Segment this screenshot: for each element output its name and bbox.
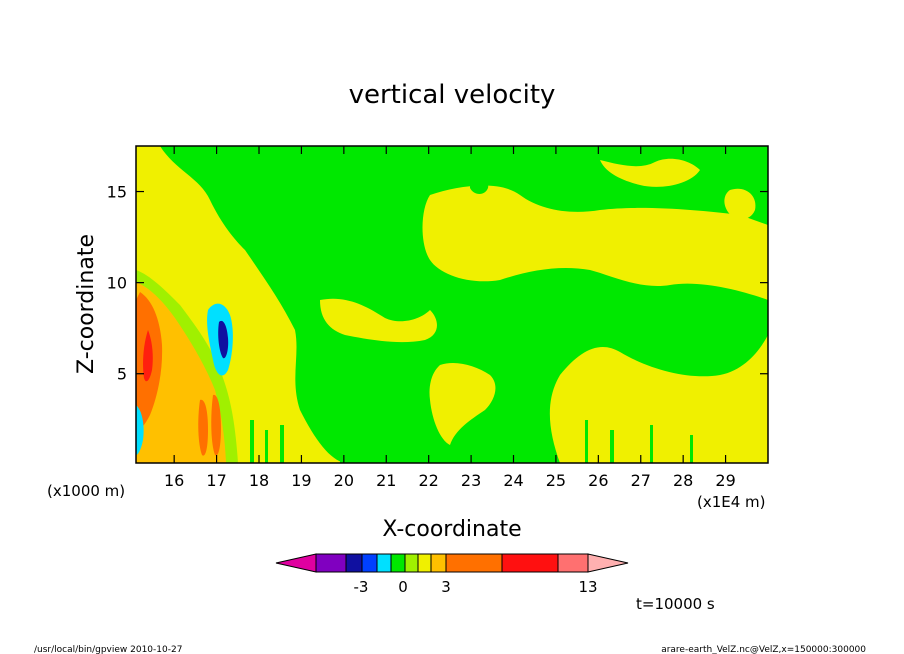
colorbar-cell (376, 553, 392, 573)
y-tick-label: 10 (107, 274, 127, 293)
x-axis-ticks: 16 17 18 19 20 21 22 23 24 25 26 27 28 29 (164, 146, 736, 490)
footer-left: /usr/local/bin/gpview 2010-10-27 (34, 645, 182, 654)
chart-title: vertical velocity (349, 80, 556, 110)
x-tick-label: 20 (334, 471, 354, 490)
colorbar-arrow-low (275, 553, 317, 573)
colorbar-cell (557, 553, 589, 573)
x-tick-label: 18 (249, 471, 269, 490)
x-axis-label: X-coordinate (382, 517, 521, 542)
colorbar-cell (501, 553, 559, 573)
colorbar-cell (445, 553, 503, 573)
colorbar-cell (361, 553, 378, 573)
x-tick-label: 27 (631, 471, 651, 490)
downdraft (207, 303, 233, 376)
colorbar-cell (430, 553, 447, 573)
x-tick-label: 22 (418, 471, 438, 490)
updraft-core (136, 270, 238, 463)
x-tick-label: 23 (461, 471, 481, 490)
x-tick-label: 29 (715, 471, 735, 490)
x-axis-unit: (x1E4 m) (697, 493, 766, 511)
x-tick-label: 21 (376, 471, 396, 490)
colorbar-label: -3 (354, 578, 369, 596)
x-tick-label: 19 (291, 471, 311, 490)
colorbar-label: 3 (441, 578, 451, 596)
y-tick-label: 5 (117, 365, 127, 384)
y-axis-ticks: 5 10 15 (107, 183, 768, 384)
colorbar-arrow-high (587, 553, 629, 573)
time-label: t=10000 s (636, 595, 715, 613)
x-tick-label: 24 (503, 471, 523, 490)
colorbar-cell (315, 553, 347, 573)
x-tick-label: 17 (206, 471, 226, 490)
green-regions (136, 146, 768, 463)
x-tick-label: 28 (673, 471, 693, 490)
y-axis-label: Z-coordinate (74, 234, 99, 374)
surface-streaks (250, 410, 693, 463)
colorbar-cell (404, 553, 419, 573)
plot-area (136, 146, 768, 463)
x-tick-label: 25 (546, 471, 566, 490)
colorbar-cell (390, 553, 406, 573)
colorbar (275, 553, 629, 573)
x-tick-label: 16 (164, 471, 184, 490)
y-tick-label: 15 (107, 183, 127, 202)
colorbar-labels: -3 0 3 13 (354, 578, 598, 596)
colorbar-cell (345, 553, 363, 573)
footer-right: arare-earth_VelZ.nc@VelZ,x=150000:300000 (661, 645, 866, 654)
y-axis-unit: (x1000 m) (47, 482, 125, 500)
colorbar-cell (417, 553, 432, 573)
colorbar-label: 13 (578, 578, 597, 596)
plot-frame (135, 145, 769, 464)
colorbar-label: 0 (398, 578, 408, 596)
x-tick-label: 26 (588, 471, 608, 490)
